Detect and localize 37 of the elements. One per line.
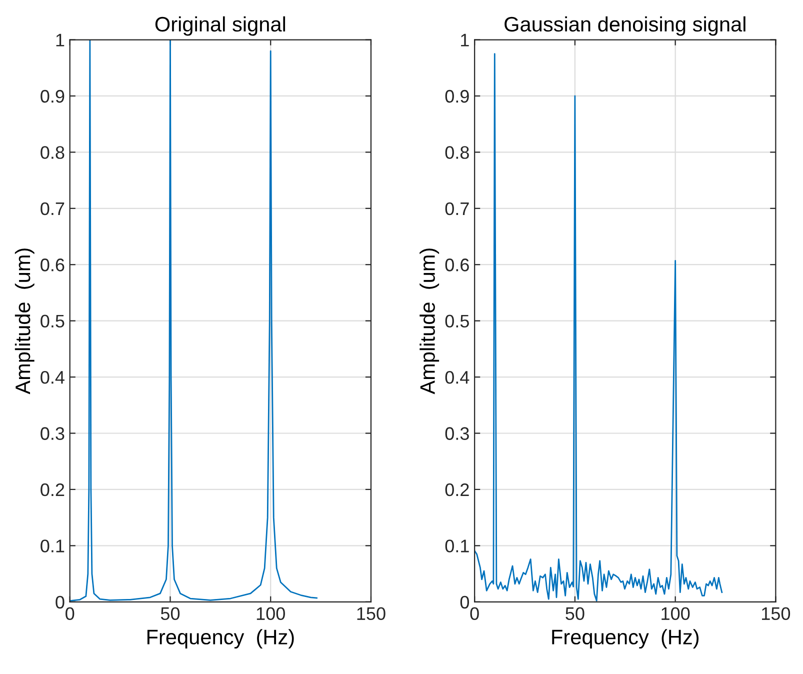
y-tick-label: 0 xyxy=(460,596,470,609)
y-tick-label: 0.2 xyxy=(40,483,64,496)
x-axis-title: Frequency (Hz) xyxy=(552,629,699,649)
y-tick-label: 0.5 xyxy=(40,314,64,328)
x-tick-label: 50 xyxy=(566,607,584,620)
x-axis-title: Frequency (Hz) xyxy=(147,629,294,649)
y-tick-label: 0 xyxy=(56,596,64,609)
chart-title: Original signal xyxy=(155,16,286,36)
y-tick-label: 0.1 xyxy=(40,540,64,552)
y-tick-label: 0.8 xyxy=(40,146,64,159)
y-tick-label: 0.7 xyxy=(40,202,64,216)
y-tick-label: 0.5 xyxy=(445,314,469,328)
y-tick-label: 0.3 xyxy=(445,427,469,440)
y-tick-label: 0.8 xyxy=(445,146,469,159)
y-tick-label: 0.7 xyxy=(445,202,469,216)
y-tick-label: 0.4 xyxy=(40,370,64,384)
y-tick-label: 0.4 xyxy=(445,370,470,384)
y-axis-title: Amplitude (um) xyxy=(14,248,34,394)
x-tick-label: 100 xyxy=(662,607,690,620)
y-tick-label: 0.1 xyxy=(445,540,469,552)
chart-title: Gaussian denoising signal xyxy=(504,16,746,36)
line-series xyxy=(474,53,723,602)
x-tick-label: 0 xyxy=(470,607,479,620)
x-tick-label: 50 xyxy=(160,607,180,620)
x-tick-label: 150 xyxy=(762,607,790,620)
y-tick-label: 0.9 xyxy=(445,90,469,103)
y-tick-label: 0.6 xyxy=(445,258,469,272)
y-tick-label: 1 xyxy=(56,34,64,46)
y-tick-label: 0.2 xyxy=(445,483,469,496)
x-tick-label: 100 xyxy=(256,607,285,620)
y-tick-label: 0.9 xyxy=(40,90,64,103)
x-tick-label: 150 xyxy=(357,607,386,620)
y-tick-label: 1 xyxy=(461,34,469,46)
y-tick-label: 0.3 xyxy=(40,427,64,440)
y-axis-title: Amplitude (um) xyxy=(420,248,440,394)
x-tick-label: 0 xyxy=(66,607,74,620)
y-tick-label: 0.6 xyxy=(40,258,64,272)
